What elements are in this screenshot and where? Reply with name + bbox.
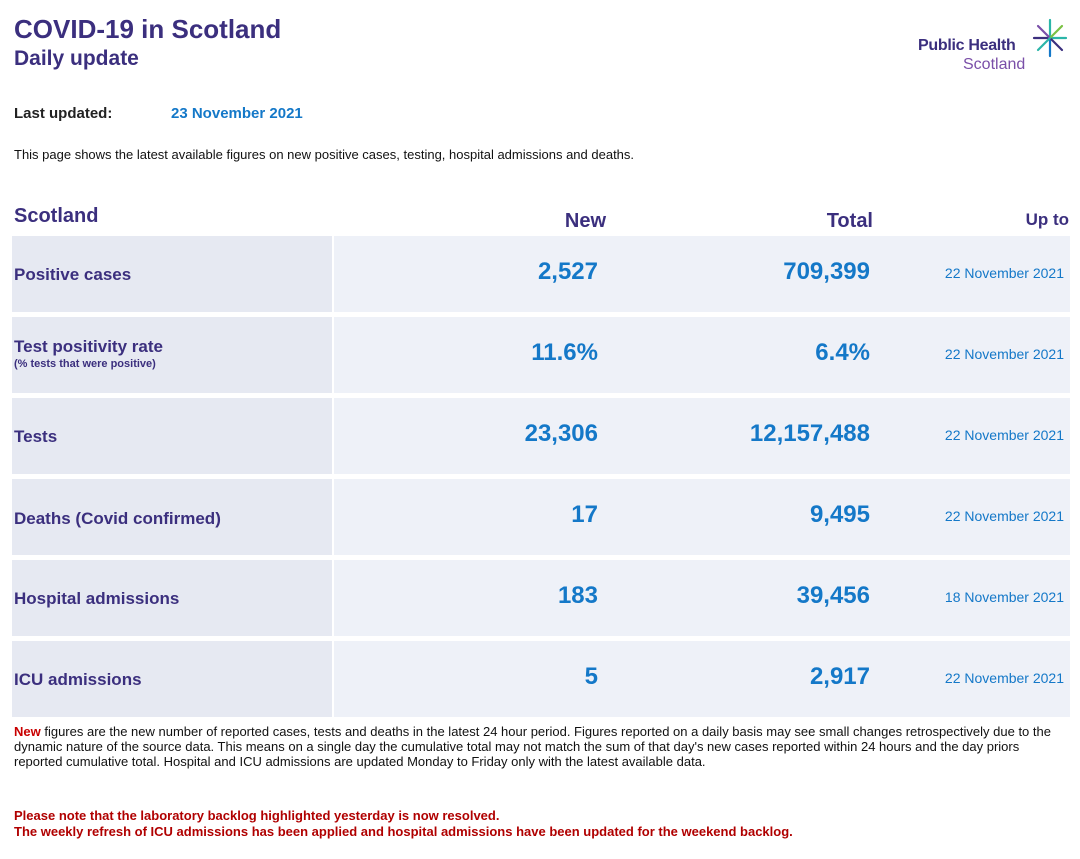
row-value-cell [334, 398, 1070, 474]
upto-date: 18 November 2021 [944, 589, 1064, 605]
total-value: 6.4% [815, 339, 870, 366]
page-title: COVID-19 in Scotland [14, 14, 282, 44]
row-label: Test positivity rate [14, 337, 163, 356]
row-label: Positive cases [14, 265, 132, 284]
column-header-upto: Up to [1025, 210, 1069, 229]
row-value-cell [334, 560, 1070, 636]
warning-line-2: The weekly refresh of ICU admissions has… [14, 824, 793, 839]
row-label-cell [12, 398, 332, 474]
table-row-hospital-admissions: Hospital admissions 183 39,456 18 Novemb… [12, 560, 1070, 636]
row-label-cell [12, 479, 332, 555]
row-value-cell [334, 236, 1070, 312]
footnote-text: figures are the new number of reported c… [14, 724, 1051, 769]
phs-logo: Public Health Scotland [918, 16, 1072, 76]
new-value: 11.6% [531, 339, 598, 366]
upto-date: 22 November 2021 [944, 265, 1064, 281]
row-sublabel: (% tests that were positive) [14, 358, 156, 370]
row-value-cell [334, 641, 1070, 717]
intro-text: This page shows the latest available fig… [14, 147, 635, 162]
total-value: 2,917 [809, 663, 870, 690]
total-value: 9,495 [809, 501, 870, 528]
row-value-cell [334, 479, 1070, 555]
table-row-positive-cases: Positive cases 2,527 709,399 22 November… [12, 236, 1070, 312]
new-value: 5 [584, 663, 598, 690]
row-label: ICU admissions [14, 670, 142, 689]
row-label-cell [12, 560, 332, 636]
row-value-cell [334, 317, 1070, 393]
row-label-cell [12, 236, 332, 312]
row-label: Hospital admissions [14, 589, 180, 608]
new-value: 2,527 [537, 258, 598, 285]
last-updated-label: Last updated: [14, 105, 113, 122]
new-value: 17 [571, 501, 598, 528]
row-label: Deaths (Covid confirmed) [14, 509, 221, 528]
last-updated-date: 23 November 2021 [171, 105, 303, 122]
upto-date: 22 November 2021 [944, 670, 1064, 686]
total-value: 39,456 [796, 582, 870, 609]
total-value: 12,157,488 [749, 420, 870, 447]
row-label: Tests [14, 427, 58, 446]
footnote: New figures are the new number of report… [14, 724, 1064, 769]
column-header-new: New [564, 210, 606, 232]
table-row-deaths: Deaths (Covid confirmed) 17 9,495 22 Nov… [12, 479, 1070, 555]
column-header-total: Total [826, 210, 873, 232]
new-value: 23,306 [524, 420, 598, 447]
row-label-cell [12, 641, 332, 717]
footnote-new-word: New [14, 724, 41, 739]
logo-text-line1: Public Health [918, 37, 1016, 54]
page-subtitle: Daily update [14, 47, 139, 70]
logo-text-line2: Scotland [963, 56, 1026, 73]
row-label-cell [12, 317, 332, 393]
column-header-region: Scotland [14, 205, 99, 227]
table-row-tests: Tests 23,306 12,157,488 22 November 2021 [12, 398, 1070, 474]
table-row-test-positivity: Test positivity rate (% tests that were … [12, 317, 1070, 393]
star-burst-icon [1032, 18, 1068, 58]
table-row-icu-admissions: ICU admissions 5 2,917 22 November 2021 [12, 641, 1070, 717]
upto-date: 22 November 2021 [944, 346, 1064, 362]
upto-date: 22 November 2021 [944, 508, 1064, 524]
warning-line-1: Please note that the laboratory backlog … [14, 808, 500, 823]
new-value: 183 [557, 582, 598, 609]
upto-date: 22 November 2021 [944, 427, 1064, 443]
total-value: 709,399 [783, 258, 870, 285]
